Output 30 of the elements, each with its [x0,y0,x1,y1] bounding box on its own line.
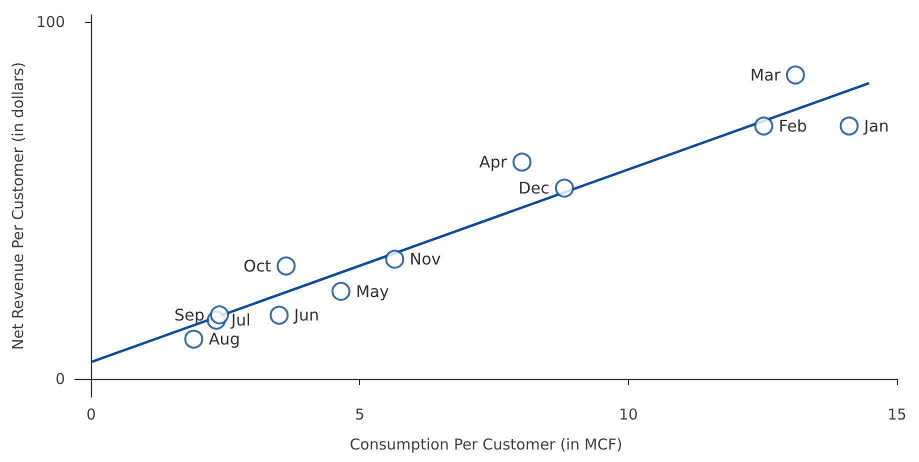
x-tick-label: 0 [86,406,96,424]
point [184,330,204,349]
x-axis-title: Consumption Per Customer (in MCF) [350,436,622,454]
point [754,116,774,136]
annotation: Aug [208,330,240,349]
annotation: Mar [750,65,781,84]
x-tick-label: 15 [887,406,907,424]
point [554,178,574,198]
annotation: Jan [863,116,889,136]
point [840,116,859,136]
point [512,152,532,172]
annotation: Dec [518,178,550,198]
annotation: Oct [243,256,272,276]
y-tick-label: 100 [36,13,65,32]
point [276,256,296,276]
annotation: Apr [479,152,508,172]
annotation: Feb [778,116,808,136]
annotation: Sep [174,305,205,324]
point [385,250,404,269]
x-tick-label: 10 [618,406,638,424]
point [786,65,805,84]
point [331,282,350,301]
annotation: Jun [293,306,320,325]
annotation: Jul [230,310,251,330]
y-axis-title: Net Revenue Per Customer (in dollars) [8,62,27,350]
point [270,306,289,325]
point [210,305,230,324]
annotation: Nov [410,250,441,269]
x-tick-label: 5 [354,406,365,424]
annotation: May [356,282,390,301]
